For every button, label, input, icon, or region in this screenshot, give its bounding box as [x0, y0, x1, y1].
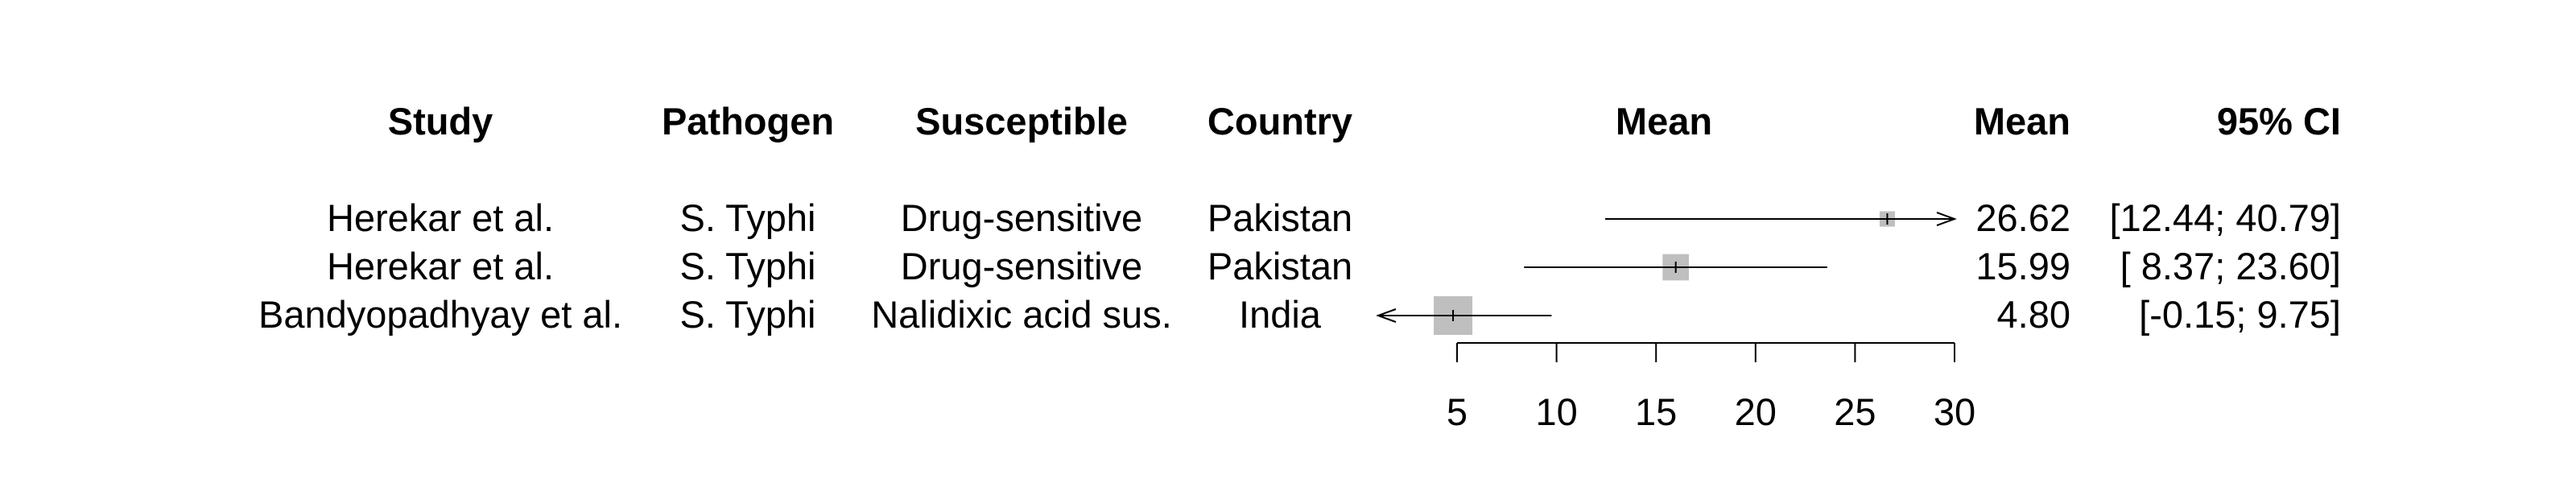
- forest-row-marks: [1604, 211, 1957, 227]
- tick-label: 5: [1447, 390, 1468, 433]
- row-study: Bandyopadhyay et al.: [258, 293, 622, 336]
- tick-label: 10: [1535, 390, 1577, 433]
- row-pathogen: S. Typhi: [680, 245, 816, 287]
- row-pathogen: S. Typhi: [680, 196, 816, 239]
- header-study: Study: [388, 100, 493, 142]
- row-mean-value: 26.62: [1975, 196, 2070, 239]
- row-susceptible: Drug-sensitive: [901, 245, 1142, 287]
- ci-arrow: [1376, 308, 1397, 323]
- row-pathogen: S. Typhi: [680, 293, 816, 336]
- row-country: Pakistan: [1208, 196, 1352, 239]
- row-ci-value: [12.44; 40.79]: [2110, 196, 2341, 239]
- row-mean-value: 15.99: [1975, 245, 2070, 287]
- tick-label: 30: [1934, 390, 1975, 433]
- row-ci-value: [-0.15; 9.75]: [2139, 293, 2341, 336]
- row-country: India: [1239, 293, 1322, 336]
- row-mean-value: 4.80: [1997, 293, 2070, 336]
- x-axis: 5 10 15 20 25 30: [1447, 342, 1975, 433]
- header-pathogen: Pathogen: [662, 100, 834, 142]
- tick-label: 25: [1834, 390, 1876, 433]
- tick-label: 20: [1735, 390, 1777, 433]
- tick-label: 15: [1635, 390, 1677, 433]
- header-country: Country: [1208, 100, 1352, 142]
- forest-marks: [1376, 211, 1957, 335]
- forest-row-marks: [1376, 296, 1552, 335]
- row-country: Pakistan: [1208, 245, 1352, 287]
- forest-row-marks: [1524, 254, 1827, 281]
- header-plot-title: Mean: [1616, 100, 1712, 142]
- row-study: Herekar et al.: [327, 245, 554, 287]
- ci-arrow: [1936, 212, 1957, 226]
- header-mean: Mean: [1974, 100, 2070, 142]
- row-susceptible: Drug-sensitive: [901, 196, 1142, 239]
- row-susceptible: Nalidixic acid sus.: [871, 293, 1172, 336]
- header-ci: 95% CI: [2217, 100, 2341, 142]
- row-study: Herekar et al.: [327, 196, 554, 239]
- header-susceptible: Susceptible: [915, 100, 1128, 142]
- row-ci-value: [ 8.37; 23.60]: [2120, 245, 2341, 287]
